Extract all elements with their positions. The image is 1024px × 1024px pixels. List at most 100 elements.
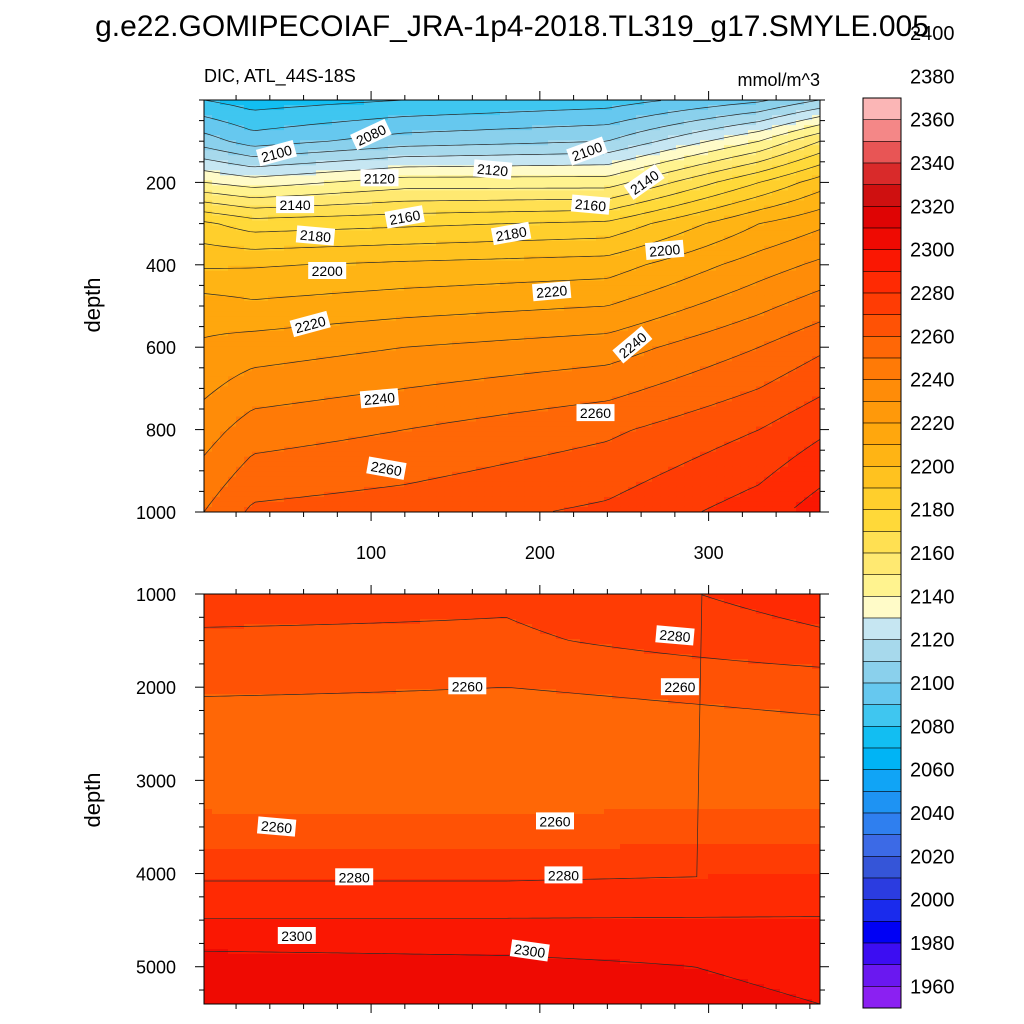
field-cell [724,361,733,367]
field-cell [812,235,820,242]
field-cell [252,145,261,151]
field-cell [500,270,509,277]
field-cell [268,306,277,312]
field-cell [812,311,820,317]
field-cell [324,331,333,337]
field-cell [380,361,389,367]
field-cell [420,155,429,161]
field-cell [444,376,453,382]
field-cell [316,290,325,297]
field-cell [388,306,397,312]
field-cell [508,190,517,197]
field-cell [460,205,469,212]
field-cell [596,336,605,342]
field-cell [260,205,269,212]
field-cell [428,180,437,187]
field-cell [764,361,773,367]
field-cell [340,396,349,403]
field-cell [476,341,485,347]
field-cell [340,250,349,257]
field-cell [428,190,437,197]
field-cell [428,145,437,151]
field-cell [636,145,645,151]
field-cell [444,250,453,257]
field-cell [332,366,341,372]
field-cell [532,265,541,272]
field-cell [780,371,789,377]
field-cell [436,396,445,403]
field-cell [548,376,557,382]
field-cell [564,195,573,202]
field-cell [404,290,413,297]
field-cell [524,316,533,322]
field-cell [460,290,469,297]
field-cell [588,120,597,126]
field-cell [308,416,317,423]
field-cell [316,371,325,377]
field-cell [508,155,517,161]
field-cell [484,245,493,252]
field-cell [476,381,485,387]
field-cell [284,285,293,292]
field-cell [388,376,397,382]
field-cell [724,125,733,131]
field-cell [740,411,749,418]
field-cell [700,270,709,277]
field-cell [700,245,709,252]
field-cell [380,300,389,307]
field-cell [292,270,301,277]
field-cell [652,160,661,166]
field-cell [772,225,781,232]
field-cell [620,396,629,403]
field-cell [740,160,749,166]
field-cell [692,326,701,332]
field-cell [612,155,621,161]
field-cell [380,265,389,272]
field-cell [652,115,661,121]
field-cell [708,285,717,292]
field-cell [460,366,469,372]
field-cell [372,140,381,146]
field-cell [244,336,253,342]
field-cell [668,130,677,136]
field-cell [812,155,820,161]
field-cell [252,381,261,387]
field-cell [404,351,413,357]
field-cell [748,255,757,262]
field-cell [340,165,349,171]
field-cell [292,170,301,176]
field-cell [700,326,709,332]
field-cell [564,200,573,207]
field-cell [684,356,693,362]
field-cell [796,280,805,287]
field-cell [556,351,565,357]
field-cell [740,371,749,377]
field-cell [436,105,445,111]
field-cell [748,406,757,413]
field-cell [740,180,749,187]
field-cell [220,175,229,181]
field-cell [508,295,517,302]
field-cell [340,185,349,192]
field-cell [652,100,661,106]
field-cell [652,396,661,403]
field-cell [620,411,629,418]
field-cell [788,230,797,237]
field-cell [316,386,325,393]
field-cell [684,215,693,222]
field-cell [412,140,421,146]
field-cell [764,240,773,247]
field-cell [452,376,461,382]
field-cell [468,130,477,136]
field-cell [372,411,381,418]
field-cell [324,391,333,398]
field-cell [204,371,213,377]
field-cell [220,195,229,202]
field-cell [676,270,685,277]
field-cell [684,245,693,252]
field-cell [204,280,213,287]
field-cell [636,215,645,222]
field-cell [732,331,741,337]
field-cell [468,336,477,342]
field-cell [612,356,621,362]
